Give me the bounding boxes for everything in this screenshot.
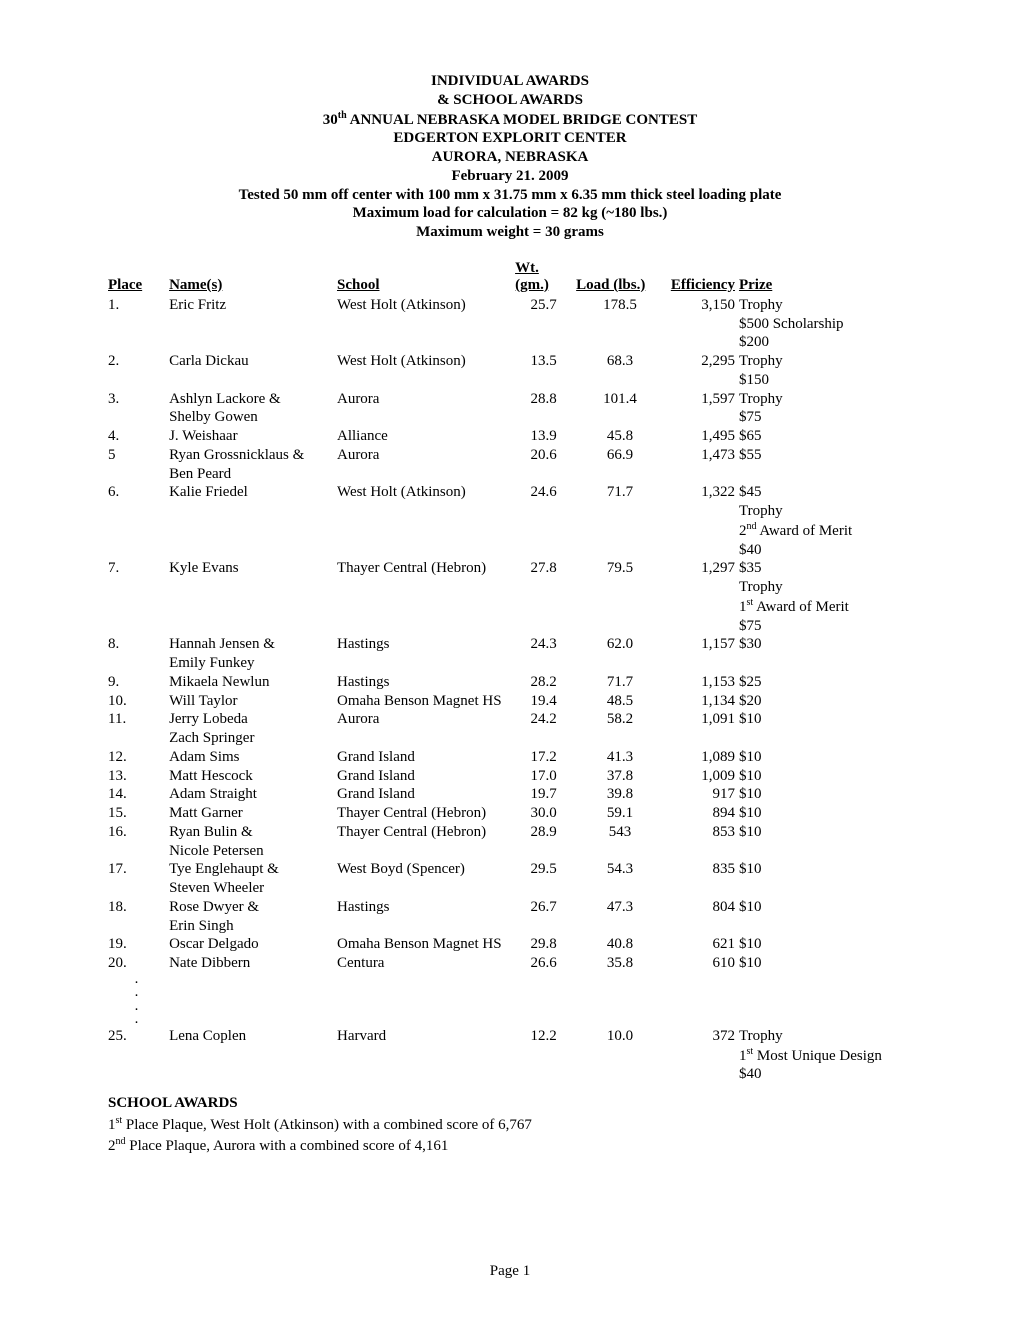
header-line-4: EDGERTON EXPLORIT CENTER [108, 129, 912, 148]
header-line-8: Maximum load for calculation = 82 kg (~1… [108, 204, 912, 223]
table-row: 10.Will TaylorOmaha Benson Magnet HS19.4… [108, 692, 912, 711]
table-row: 13.Matt HescockGrand Island17.037.81,009… [108, 767, 912, 786]
ellipsis-row: . [108, 1013, 912, 1027]
col-name: Name(s) [169, 260, 337, 296]
table-row: 1.Eric FritzWest Holt (Atkinson)25.7178.… [108, 296, 912, 352]
table-row: 20.Nate DibbernCentura26.635.8610$10 [108, 954, 912, 973]
school-awards: SCHOOL AWARDS 1st Place Plaque, West Hol… [108, 1094, 912, 1157]
table-row: 15.Matt GarnerThayer Central (Hebron)30.… [108, 804, 912, 823]
ellipsis-row: . [108, 986, 912, 1000]
col-school: School [337, 260, 515, 296]
results-table: Place Name(s) School Wt. (gm.) Load (lbs… [108, 260, 912, 1084]
header-line-9: Maximum weight = 30 grams [108, 223, 912, 242]
table-row: 14.Adam StraightGrand Island19.739.8917$… [108, 785, 912, 804]
ellipsis-row: . [108, 973, 912, 987]
table-row: 11.Jerry LobedaZach SpringerAurora24.258… [108, 710, 912, 748]
col-place: Place [108, 260, 169, 296]
col-prize: Prize [739, 260, 912, 296]
table-row: 7.Kyle EvansThayer Central (Hebron)27.87… [108, 559, 912, 635]
document-header: INDIVIDUAL AWARDS & SCHOOL AWARDS 30th A… [108, 72, 912, 242]
ellipsis-row: . [108, 1000, 912, 1014]
table-row: 9.Mikaela NewlunHastings28.271.71,153$25 [108, 673, 912, 692]
col-wt: Wt. (gm.) [515, 260, 576, 296]
table-header-row: Place Name(s) School Wt. (gm.) Load (lbs… [108, 260, 912, 296]
school-award-1: 1st Place Plaque, West Holt (Atkinson) w… [108, 1114, 912, 1136]
header-line-3: 30th ANNUAL NEBRASKA MODEL BRIDGE CONTES… [108, 110, 912, 130]
school-awards-title: SCHOOL AWARDS [108, 1094, 912, 1114]
table-row: 17.Tye Englehaupt &Steven WheelerWest Bo… [108, 860, 912, 898]
header-line-7: Tested 50 mm off center with 100 mm x 31… [108, 186, 912, 205]
table-row: 4.J. WeishaarAlliance13.945.81,495$65 [108, 427, 912, 446]
table-row: 18.Rose Dwyer &Erin SinghHastings26.747.… [108, 898, 912, 936]
col-eff: Efficiency [668, 260, 739, 296]
table-row: 12.Adam SimsGrand Island17.241.31,089$10 [108, 748, 912, 767]
table-row: 19.Oscar DelgadoOmaha Benson Magnet HS29… [108, 935, 912, 954]
header-line-6: February 21. 2009 [108, 167, 912, 186]
table-row: 8.Hannah Jensen &Emily FunkeyHastings24.… [108, 635, 912, 673]
page-footer: Page 1 [0, 1263, 1020, 1280]
col-load: Load (lbs.) [576, 260, 668, 296]
header-line-2: & SCHOOL AWARDS [108, 91, 912, 110]
header-line-5: AURORA, NEBRASKA [108, 148, 912, 167]
table-row: 25.Lena CoplenHarvard12.210.0372Trophy1s… [108, 1027, 912, 1084]
table-row: 3.Ashlyn Lackore &Shelby GowenAurora28.8… [108, 390, 912, 428]
table-row: 16.Ryan Bulin &Nicole PetersenThayer Cen… [108, 823, 912, 861]
header-line-1: INDIVIDUAL AWARDS [108, 72, 912, 91]
table-row: 2.Carla DickauWest Holt (Atkinson)13.568… [108, 352, 912, 390]
table-row: 6.Kalie FriedelWest Holt (Atkinson)24.67… [108, 483, 912, 559]
school-award-2: 2nd Place Plaque, Aurora with a combined… [108, 1135, 912, 1157]
table-row: 5Ryan Grossnicklaus &Ben PeardAurora20.6… [108, 446, 912, 484]
